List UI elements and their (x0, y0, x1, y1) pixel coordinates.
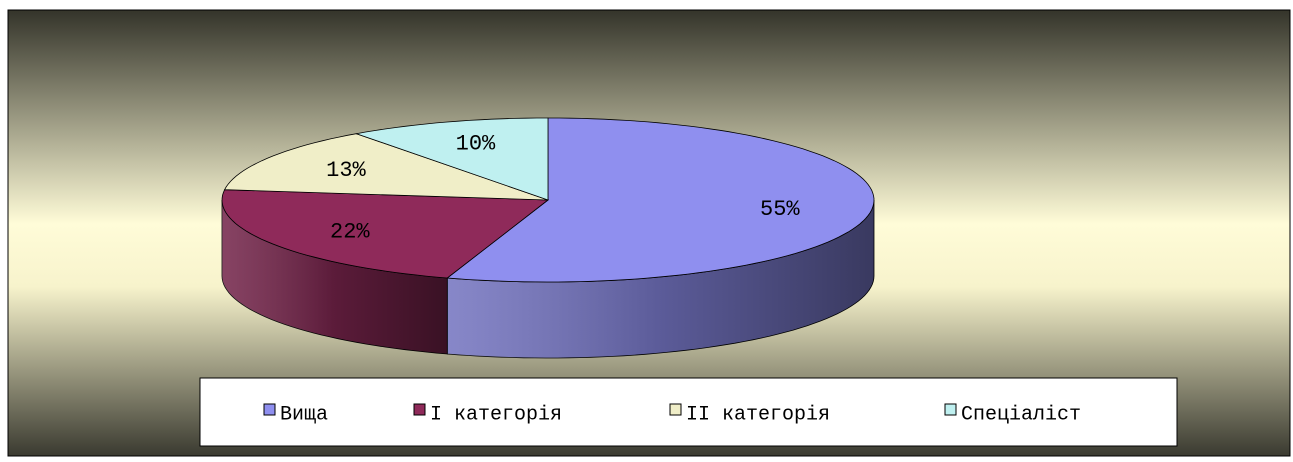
pie-slice (223, 133, 549, 201)
legend-swatch (413, 403, 426, 416)
legend-label: І категорія (430, 403, 562, 426)
data-label: 13% (326, 158, 366, 183)
legend-label: ІІ категорія (686, 403, 830, 426)
legend-label: Вища (280, 403, 328, 426)
pie-slice (446, 117, 875, 283)
legend-swatch (944, 403, 957, 416)
pie-side-shade (222, 200, 448, 354)
pie: 55% 22% 13% 10% (221, 117, 875, 359)
data-label: 55% (760, 197, 800, 222)
legend-label: Спеціаліст (961, 403, 1081, 426)
data-label: 10% (456, 132, 496, 157)
pie-slice (221, 189, 550, 279)
legend-swatch (669, 403, 682, 416)
legend (199, 377, 1178, 447)
legend-items: Вища І категорія ІІ категорія Спеціаліст (263, 403, 1081, 426)
pie-side-shade (447, 200, 874, 358)
data-label: 22% (330, 219, 370, 244)
pie-slice (354, 117, 549, 201)
legend-swatch (263, 403, 276, 416)
